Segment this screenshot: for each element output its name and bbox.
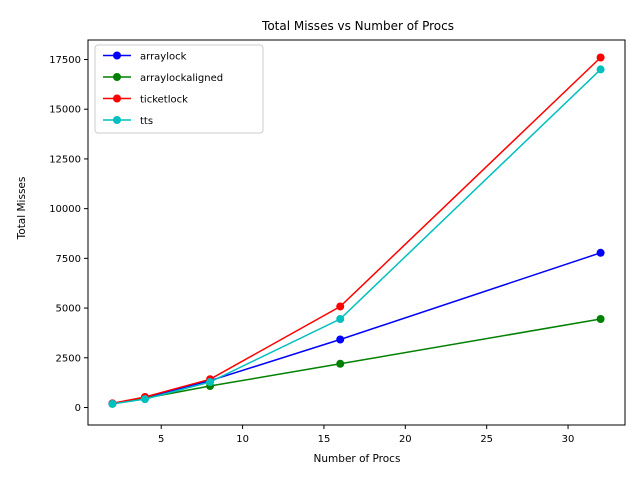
data-point-arraylockaligned — [596, 315, 605, 324]
y-tick-label: 7500 — [56, 254, 81, 265]
series-arraylockaligned — [108, 315, 605, 408]
data-point-tts — [596, 65, 605, 74]
series-line-arraylockaligned — [112, 318, 601, 405]
legend-label-tts: tts — [140, 116, 153, 127]
legend-marker-ticketlock — [113, 94, 121, 103]
series-layer — [108, 53, 605, 408]
data-point-ticketlock — [596, 53, 605, 62]
y-tick-label: 17500 — [49, 55, 81, 66]
x-axis: 5 10 15 20 25 30 — [158, 425, 574, 445]
data-point-tts — [206, 378, 215, 387]
data-point-tts — [140, 395, 149, 404]
series-line-arraylock — [112, 252, 601, 405]
x-tick-label: 20 — [399, 434, 412, 445]
chart-title: Total Misses vs Number of Procs — [261, 19, 454, 33]
legend-marker-tts — [113, 116, 121, 124]
x-tick-label: 15 — [318, 434, 331, 445]
y-axis-label: Total Misses — [16, 177, 28, 241]
x-tick-label: 30 — [562, 434, 575, 445]
legend-label-arraylock: arraylock — [140, 52, 187, 63]
plot-frame — [87, 39, 626, 426]
data-point-ticketlock — [336, 302, 345, 311]
y-tick-label: 2500 — [56, 353, 81, 364]
y-tick-label: 5000 — [56, 304, 81, 315]
data-point-arraylock — [596, 248, 605, 257]
legend-marker-arraylockaligned — [113, 73, 121, 81]
x-tick-label: 25 — [480, 434, 493, 445]
y-tick-label: 12500 — [49, 154, 81, 165]
legend-label-ticketlock: ticketlock — [140, 95, 188, 106]
y-tick-label: 0 — [75, 403, 81, 414]
data-point-tts — [108, 399, 117, 408]
x-axis-label: Number of Procs — [314, 453, 401, 465]
legend: arraylock arraylockaligned ticketlock tts — [94, 44, 264, 134]
legend-marker-arraylock — [113, 51, 121, 60]
y-axis: 0 2500 5000 7500 10000 12500 15000 17500 — [49, 55, 88, 414]
data-point-arraylock — [336, 335, 345, 344]
plot-area — [87, 39, 626, 426]
data-point-arraylockaligned — [336, 359, 345, 368]
data-point-tts — [336, 315, 345, 324]
series-tts — [108, 65, 605, 408]
y-tick-label: 15000 — [49, 105, 81, 116]
legend-box — [94, 44, 264, 134]
x-tick-label: 10 — [236, 434, 249, 445]
legend-label-arraylockaligned: arraylockaligned — [140, 73, 223, 84]
x-tick-label: 5 — [158, 434, 164, 445]
series-arraylock — [108, 248, 605, 408]
y-tick-label: 10000 — [49, 204, 81, 215]
